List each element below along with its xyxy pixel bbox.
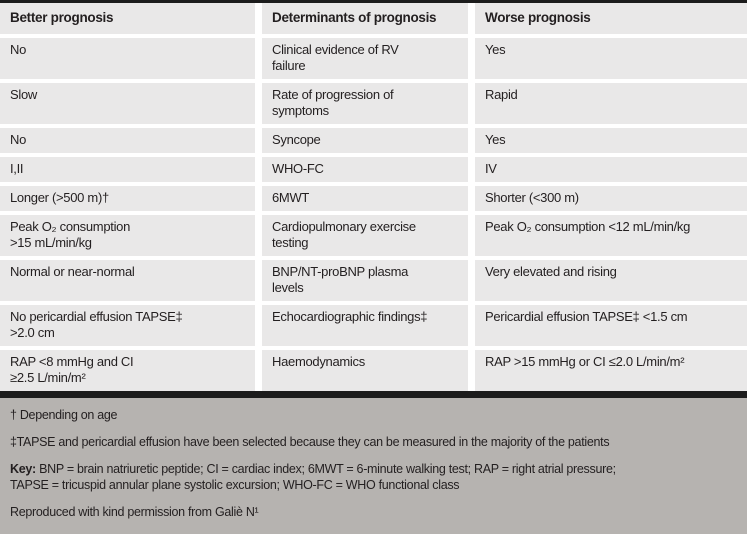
abbreviation-key: Key: BNP = brain natriuretic peptide; CI…	[10, 461, 735, 493]
cell-rv-failure-better: No	[0, 38, 255, 79]
column-header-better-prognosis: Better prognosis	[0, 3, 255, 34]
footnotes-panel: † Depending on age ‡TAPSE and pericardia…	[0, 398, 747, 534]
cell-6mwt-better: Longer (>500 m)†	[0, 186, 255, 211]
footnote-dagger: † Depending on age	[10, 408, 118, 422]
cell-echo-better: No pericardial effusion TAPSE‡ >2.0 cm	[0, 305, 255, 346]
cell-whofc-determinant: WHO-FC	[262, 157, 468, 182]
cell-cpet-worse: Peak O₂ consumption <12 mL/min/kg	[475, 215, 747, 256]
cell-rv-failure-worse: Yes	[475, 38, 747, 79]
cell-syncope-worse: Yes	[475, 128, 747, 153]
cell-bnp-worse: Very elevated and rising	[475, 260, 747, 301]
cell-progression-worse: Rapid	[475, 83, 747, 124]
cell-cpet-determinant: Cardiopulmonary exercise testing	[262, 215, 468, 256]
cell-6mwt-determinant: 6MWT	[262, 186, 468, 211]
cell-syncope-better: No	[0, 128, 255, 153]
column-header-determinants: Determinants of prognosis	[262, 3, 468, 34]
cell-echo-worse: Pericardial effusion TAPSE‡ <1.5 cm	[475, 305, 747, 346]
cell-bnp-better: Normal or near-normal	[0, 260, 255, 301]
cell-rv-failure-determinant: Clinical evidence of RV failure	[262, 38, 468, 79]
divider-bar	[0, 391, 747, 398]
cell-echo-determinant: Echocardiographic findings‡	[262, 305, 468, 346]
credit-line: Reproduced with kind permission from Gal…	[10, 505, 259, 519]
cell-haemo-worse: RAP >15 mmHg or CI ≤2.0 L/min/m²	[475, 350, 747, 391]
footnote-double-dagger: ‡TAPSE and pericardial effusion have bee…	[10, 435, 610, 449]
cell-whofc-better: I,II	[0, 157, 255, 182]
cell-whofc-worse: IV	[475, 157, 747, 182]
cell-progression-determinant: Rate of progression of symptoms	[262, 83, 468, 124]
prognosis-table: Better prognosis Determinants of prognos…	[0, 3, 747, 391]
cell-syncope-determinant: Syncope	[262, 128, 468, 153]
cell-cpet-better: Peak O₂ consumption >15 mL/min/kg	[0, 215, 255, 256]
key-label: Key:	[10, 462, 36, 476]
cell-progression-better: Slow	[0, 83, 255, 124]
cell-6mwt-worse: Shorter (<300 m)	[475, 186, 747, 211]
column-header-worse-prognosis: Worse prognosis	[475, 3, 747, 34]
cell-bnp-determinant: BNP/NT-proBNP plasma levels	[262, 260, 468, 301]
top-border-bar	[0, 0, 747, 3]
key-text: BNP = brain natriuretic peptide; CI = ca…	[10, 462, 616, 492]
cell-haemo-better: RAP <8 mmHg and CI ≥2.5 L/min/m²	[0, 350, 255, 391]
cell-haemo-determinant: Haemodynamics	[262, 350, 468, 391]
